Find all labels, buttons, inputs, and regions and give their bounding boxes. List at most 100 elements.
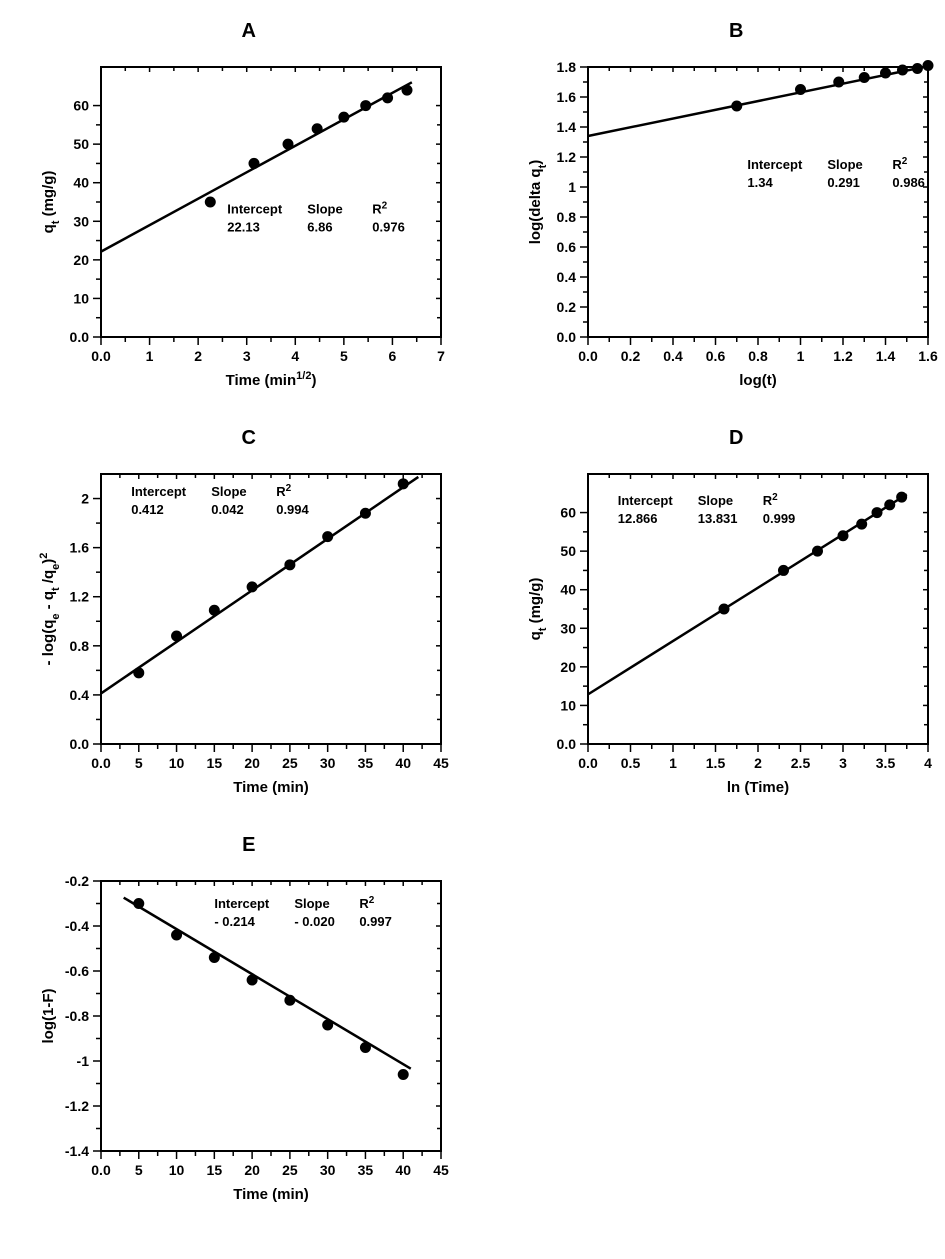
svg-text:1.6: 1.6 [919,348,939,364]
svg-text:R2: R2 [372,200,387,217]
svg-text:45: 45 [433,1162,449,1178]
svg-text:0.2: 0.2 [557,299,577,315]
svg-text:0.4: 0.4 [664,348,684,364]
svg-text:0.0: 0.0 [69,736,89,752]
svg-text:20: 20 [561,659,577,675]
svg-text:1.4: 1.4 [557,119,577,135]
svg-text:4: 4 [291,348,299,364]
svg-text:0.5: 0.5 [621,755,641,771]
svg-text:35: 35 [357,1162,373,1178]
svg-text:Intercept: Intercept [618,493,674,508]
svg-text:7: 7 [437,348,445,364]
svg-text:0.4: 0.4 [69,687,89,703]
svg-text:0.994: 0.994 [276,502,309,517]
svg-text:Time (min): Time (min) [233,1186,309,1203]
panel-label-A: A [242,20,256,43]
svg-text:0.976: 0.976 [372,220,405,235]
svg-text:Slope: Slope [307,202,342,217]
svg-text:Slope: Slope [828,157,863,172]
svg-text:10: 10 [169,755,185,771]
svg-text:1: 1 [145,348,153,364]
svg-text:3: 3 [839,755,847,771]
svg-text:Intercept: Intercept [227,202,283,217]
svg-text:0.412: 0.412 [131,502,164,517]
svg-text:log(1-F): log(1-F) [40,989,57,1044]
svg-text:Intercept: Intercept [214,896,270,911]
svg-text:R2: R2 [276,483,291,500]
svg-text:0.0: 0.0 [91,348,111,364]
svg-text:0.042: 0.042 [211,502,244,517]
svg-text:30: 30 [561,620,577,636]
svg-text:- 0.214: - 0.214 [214,914,255,929]
svg-text:-1.4: -1.4 [65,1143,89,1159]
svg-text:30: 30 [320,755,336,771]
figure-grid: A 0.012345670.0102030405060Time (min1/2)… [20,20,945,1221]
svg-text:10: 10 [561,697,577,713]
svg-text:30: 30 [73,213,89,229]
svg-text:0.0: 0.0 [579,348,599,364]
svg-text:12.866: 12.866 [618,511,658,526]
svg-text:ln (Time): ln (Time) [727,779,789,796]
svg-text:Intercept: Intercept [131,484,187,499]
svg-text:-0.4: -0.4 [65,918,89,934]
svg-text:qt (mg/g): qt (mg/g) [527,578,549,641]
svg-text:R2: R2 [893,156,908,173]
svg-text:5: 5 [135,755,143,771]
svg-text:Slope: Slope [698,493,733,508]
svg-text:1.8: 1.8 [557,59,577,75]
svg-text:R2: R2 [359,895,374,912]
svg-text:0.0: 0.0 [69,329,89,345]
svg-text:35: 35 [357,755,373,771]
svg-text:0.8: 0.8 [749,348,769,364]
svg-text:Slope: Slope [211,484,246,499]
svg-text:0.0: 0.0 [557,736,577,752]
svg-text:0.0: 0.0 [91,755,111,771]
svg-text:20: 20 [244,755,260,771]
svg-text:Intercept: Intercept [748,157,804,172]
panel-B: B 0.00.20.40.60.811.21.41.60.00.20.40.60… [508,20,945,407]
svg-text:0.6: 0.6 [557,239,577,255]
svg-text:25: 25 [282,755,298,771]
svg-text:2.5: 2.5 [791,755,811,771]
svg-text:3: 3 [243,348,251,364]
svg-text:Time (min): Time (min) [233,779,309,796]
svg-text:log(delta qt): log(delta qt) [527,160,549,245]
svg-text:60: 60 [73,98,89,114]
svg-text:1.5: 1.5 [706,755,726,771]
panel-C: C 0.0510152025303540450.00.40.81.21.62Ti… [20,427,478,814]
svg-text:1: 1 [568,179,576,195]
svg-text:1.6: 1.6 [69,540,89,556]
svg-text:0.291: 0.291 [828,175,861,190]
svg-text:log(t): log(t) [740,372,777,389]
svg-text:30: 30 [320,1162,336,1178]
svg-text:1.34: 1.34 [748,175,774,190]
svg-text:2: 2 [81,491,89,507]
svg-text:6: 6 [388,348,396,364]
chart-B: 0.00.20.40.60.811.21.41.60.00.20.40.60.8… [516,47,945,407]
svg-text:1.2: 1.2 [69,589,89,605]
svg-text:- 0.020: - 0.020 [294,914,334,929]
svg-text:0.6: 0.6 [706,348,726,364]
panel-D: D 0.00.511.522.533.540.0102030405060ln (… [508,427,945,814]
svg-text:2: 2 [194,348,202,364]
svg-text:50: 50 [561,543,577,559]
svg-text:0.2: 0.2 [621,348,641,364]
panel-label-C: C [242,427,256,450]
panel-label-D: D [729,427,743,450]
svg-text:1.2: 1.2 [557,149,577,165]
chart-D: 0.00.511.522.533.540.0102030405060ln (Ti… [516,454,945,814]
svg-text:20: 20 [244,1162,260,1178]
panel-label-E: E [242,834,255,857]
panel-label-B: B [729,20,743,43]
panel-A: A 0.012345670.0102030405060Time (min1/2)… [20,20,478,407]
svg-text:10: 10 [73,290,89,306]
svg-text:60: 60 [561,505,577,521]
svg-text:-1.2: -1.2 [65,1098,89,1114]
svg-text:-0.8: -0.8 [65,1008,89,1024]
svg-text:3.5: 3.5 [876,755,896,771]
svg-text:0.8: 0.8 [69,638,89,654]
svg-text:-1: -1 [76,1053,89,1069]
svg-text:50: 50 [73,136,89,152]
svg-text:15: 15 [206,755,222,771]
svg-text:- log(qe - qt /qe)2: - log(qe - qt /qe)2 [38,553,62,666]
